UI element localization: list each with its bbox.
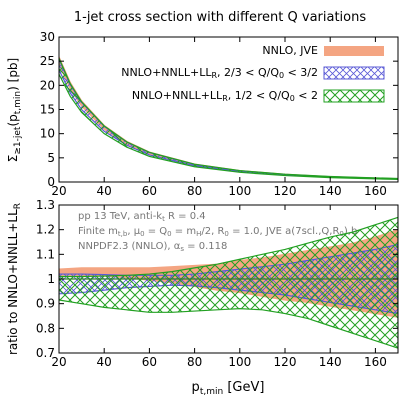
x-tick-label: 40 — [97, 184, 112, 198]
y-tick-label: 15 — [40, 103, 55, 117]
x-tick-label: 160 — [364, 355, 387, 369]
x-tick-label: 120 — [274, 184, 297, 198]
y-tick-label: 0.7 — [36, 346, 55, 360]
y-tick-label: 5 — [47, 151, 55, 165]
annotation-scales: Finite mt,b, μ0 = Q0 = mH/2, R0 = 1.0, J… — [78, 226, 357, 238]
y-tick-label: 0.9 — [36, 297, 55, 311]
bottom-panel-bands — [59, 216, 398, 349]
y-tick-label: 1.3 — [36, 198, 55, 212]
legend-swatch-q2 — [323, 89, 385, 103]
x-tick-label: 80 — [187, 355, 202, 369]
panel-frame-0 — [58, 36, 399, 183]
x-tick-label: 140 — [319, 355, 342, 369]
x-axis-label: pt,min [GeV] — [192, 380, 265, 397]
legend: NNLO, JVE NNLO+NNLL+LLR, 2/3 < Q/Q0 < 3/… — [121, 44, 385, 103]
x-tick-label: 40 — [97, 355, 112, 369]
x-tick-label: 100 — [228, 355, 251, 369]
y-tick-label: 1.2 — [36, 223, 55, 237]
legend-label-q32: NNLO+NNLL+LLR, 2/3 < Q/Q0 < 3/2 — [121, 66, 318, 80]
band-0-2 — [59, 58, 398, 181]
axes: 20 40 60 80 100 120 140 160 0 5 10 15 20 25 30 20 40 60 80… — [36, 30, 399, 369]
x-tick-label: 20 — [51, 355, 66, 369]
y-tick-label: 25 — [40, 54, 55, 68]
top-panel-bands — [59, 56, 398, 181]
x-tick-label: 140 — [319, 184, 342, 198]
legend-label-q2: NNLO+NNLL+LLR, 1/2 < Q/Q0 < 2 — [132, 89, 318, 103]
y-tick-label: 10 — [40, 127, 55, 141]
legend-swatch-q32 — [323, 66, 385, 80]
x-tick-label: 100 — [228, 184, 251, 198]
x-tick-label: 60 — [142, 184, 157, 198]
x-tick-label: 120 — [274, 355, 297, 369]
x-tick-label: 160 — [364, 184, 387, 198]
legend-swatch-jve — [324, 46, 384, 56]
y-tick-label: 30 — [40, 30, 55, 44]
x-tick-label: 80 — [187, 184, 202, 198]
chart-title: 1-jet cross section with different Q var… — [74, 10, 366, 25]
annotation-pdf: NNPDF2.3 (NNLO), αs = 0.118 — [78, 241, 227, 253]
x-tick-label: 60 — [142, 355, 157, 369]
y-tick-label: 1.1 — [36, 247, 55, 261]
y-tick-label: 0 — [47, 175, 55, 189]
y-tick-label: 1 — [47, 272, 55, 286]
bottom-y-axis-label: ratio to NNLO+NNLL+LLR — [6, 203, 23, 355]
band-1-2 — [59, 216, 398, 349]
annotation-collider: pp 13 TeV, anti-kt R = 0.4 — [78, 211, 206, 223]
legend-label-jve: NNLO, JVE — [262, 44, 318, 57]
top-y-axis-label: Σ≥1-jet(pt,min) [pb] — [6, 58, 23, 162]
y-tick-label: 20 — [40, 78, 55, 92]
y-tick-label: 0.8 — [36, 321, 55, 335]
x-tick-label: 20 — [51, 184, 66, 198]
